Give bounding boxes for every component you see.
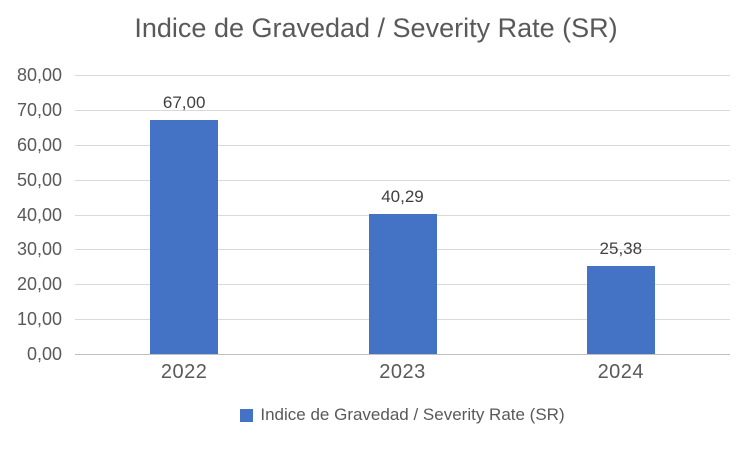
bar-2022: [150, 120, 219, 354]
y-axis-tick-label: 80,00: [16, 65, 62, 85]
y-axis-tick-label: 60,00: [16, 134, 62, 155]
bar-2023: [368, 213, 437, 354]
data-label-2024: 25,38: [599, 238, 643, 258]
y-axis-tick-label: 30,00: [16, 239, 62, 260]
y-axis-tick-label: 50,00: [16, 169, 62, 190]
legend-swatch-icon: [240, 408, 254, 422]
data-label-2023: 40,29: [381, 186, 424, 206]
gridline: [75, 179, 730, 181]
y-axis-tick-label: 0,00: [26, 344, 62, 364]
x-axis-tick-label: 2023: [379, 361, 426, 383]
gridline: [75, 109, 730, 111]
x-axis-tick-label: 2022: [160, 361, 208, 383]
data-label-2022: 67,00: [162, 93, 206, 113]
plot-area: 67,00 40,29 25,38: [75, 75, 730, 355]
gridline: [75, 75, 730, 76]
gridline: [75, 144, 730, 146]
x-axis-tick-label: 2024: [597, 361, 645, 383]
y-axis-tick-label: 10,00: [16, 309, 62, 330]
y-axis-tick-label: 20,00: [16, 274, 62, 295]
y-axis-tick-label: 70,00: [16, 99, 62, 120]
legend: Indice de Gravedad / Severity Rate (SR): [75, 405, 730, 425]
y-axis-tick-label: 40,00: [16, 204, 62, 225]
legend-label: Indice de Gravedad / Severity Rate (SR): [260, 405, 565, 424]
bar-2024: [586, 265, 655, 354]
chart-title: Indice de Gravedad / Severity Rate (SR): [134, 13, 618, 43]
